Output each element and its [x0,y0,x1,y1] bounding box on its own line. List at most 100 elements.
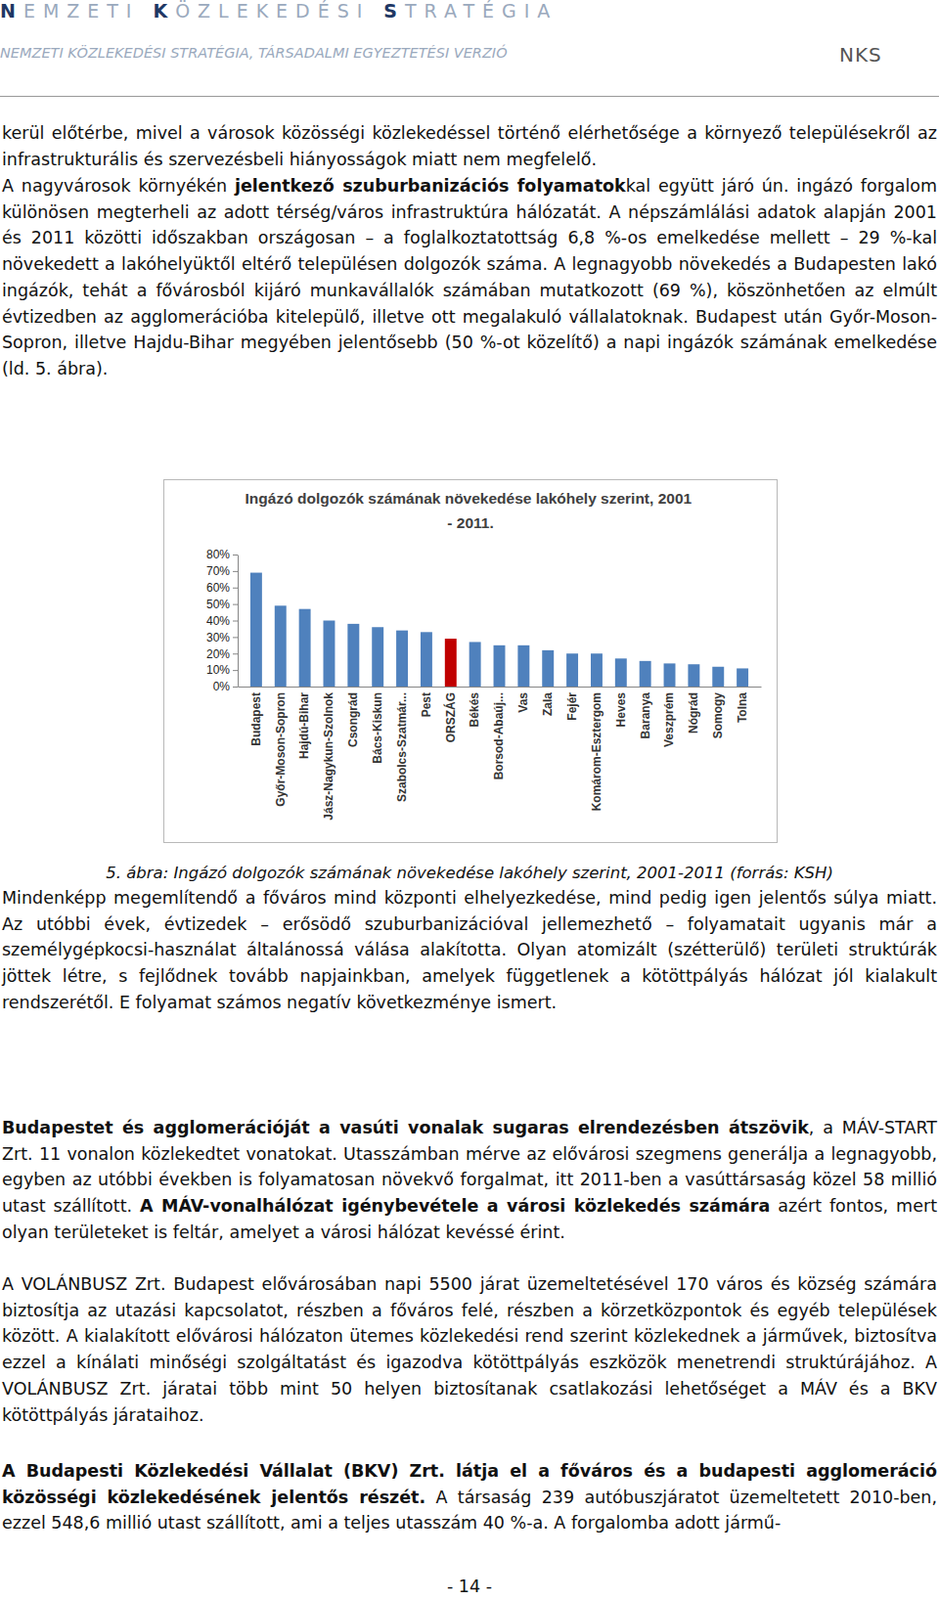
x-tick-label: Budapest [249,692,264,747]
chart: Ingázó dolgozók számának növekedése lakó… [164,480,777,843]
x-tick-label: Bács-Kiskun [370,692,385,764]
y-tick-mark [232,670,238,671]
paragraph: Mindenképp megemlítendő a főváros mind k… [1,885,938,1017]
x-tick: Nógrád [686,686,701,734]
x-tick-label: ORSZÁG [443,692,458,743]
bar [590,653,603,687]
x-tick-label: Csongrád [346,692,360,748]
x-tick-label: Borsod-Abaúj... [491,692,506,780]
x-axis-line [238,686,762,688]
paragraph: Budapestet és agglomerációját a vasúti v… [1,1115,938,1247]
x-tick: Veszprém [662,686,676,748]
bar [396,630,408,687]
y-tick: 10% [206,663,238,677]
bar [371,626,384,687]
y-axis: 0% 10%20% 30% 40% 50% 60% 70% 80% [206,547,239,694]
x-tick: Békés [467,686,482,727]
y-tick: 50% [206,597,238,612]
x-axis: Budapest Győr-Moson-Sopron Hajdú-Bihar Jász… [238,686,762,821]
bar [299,609,312,687]
bar [615,658,627,687]
y-tick-label: 40% [206,614,230,628]
y-tick-mark [232,686,238,688]
paragraph: A nagyvárosok környékén jelentkező szubu… [1,173,938,383]
x-tick-label: Baranya [638,692,653,740]
text-run: A nagyvárosok környékén [1,176,235,196]
chart-title: Ingázó dolgozók számának növekedése lakó… [245,490,697,532]
x-tick: Fejér [565,686,580,721]
x-tick-label: Békés [467,692,482,728]
paragraph: A Budapesti Közlekedési Vállalat (BKV) Z… [1,1458,938,1537]
x-tick-label: Heves [614,692,628,728]
x-tick: Borsod-Abaúj... [491,686,506,780]
text-run: A VOLÁNBUSZ Zrt. Budapest elővárosában n… [1,1274,938,1426]
bar [664,663,676,687]
bar [736,668,749,687]
y-tick-label: 60% [206,581,230,595]
x-tick: Jász-Nagykun-Szolnok [321,686,336,821]
bar [420,631,433,687]
x-tick-label: Zala [540,692,555,716]
x-tick-label: Pest [419,692,434,717]
caption: 5. ábra: Ingázó dolgozók számának növeke… [0,863,939,883]
text-run: jelentkező szuburbanizációs folyamatok [234,176,626,196]
chart-frame: Ingázó dolgozók számának növekedése lakó… [163,479,778,844]
y-tick-label: 20% [206,647,230,662]
bar [347,624,359,687]
x-tick: Vas [516,686,531,714]
y-tick-label: 30% [206,630,230,645]
paragraph: A VOLÁNBUSZ Zrt. Budapest elővárosában n… [1,1271,938,1429]
y-tick: 20% [206,647,238,662]
x-tick-label: Szabolcs-Szatmár... [395,692,409,803]
x-tick-label: Somogy [711,692,725,740]
text-run: Budapestet és agglomerációját a vasúti v… [1,1117,809,1138]
bar [639,661,652,687]
y-tick-mark [232,554,238,556]
x-tick-label: Nógrád [686,692,701,734]
y-tick-mark [232,636,238,638]
bar [712,667,724,687]
y-tick-mark [232,604,238,606]
bar [541,650,554,687]
bar [274,605,287,687]
text-run: Mindenképp megemlítendő a főváros mind k… [1,888,938,1013]
y-tick-mark [232,571,238,573]
x-tick: Heves [614,686,628,727]
y-tick-label: 10% [206,663,230,677]
y-axis-line [237,555,239,688]
y-tick-mark [232,621,238,623]
x-tick: Zala [540,686,555,716]
bar [445,638,457,687]
x-tick-label: Fejér [565,692,580,721]
x-tick: Baranya [638,686,653,739]
y-tick: 80% [206,547,238,562]
x-tick: Tolna [735,686,750,723]
bar [493,645,506,687]
y-tick: 0% [213,679,238,694]
bars [250,573,749,687]
text-run: kal együtt járó ún. ingázó forgalom külö… [1,176,938,379]
bar [566,653,579,687]
y-tick-label: 50% [206,597,230,612]
logo: NKS [839,43,883,67]
x-tick: Hajdú-Bihar [297,686,312,760]
y-tick-mark [232,653,238,655]
header-subtitle: NEMZETI KÖZLEKEDÉSI STRATÉGIA, TÁRSADALM… [0,44,508,61]
x-tick: Szabolcs-Szatmár... [395,686,409,803]
x-tick: Budapest [249,686,264,747]
y-tick: 30% [206,630,238,645]
paragraph: kerül előtérbe, mivel a városok közösség… [1,120,938,173]
page-number: - 14 - [0,1576,939,1597]
x-tick: Győr-Moson-Sopron [273,686,288,807]
x-tick-label: Vas [516,692,531,714]
x-tick-label: Győr-Moson-Sopron [273,692,288,807]
y-tick-label: 70% [206,564,230,579]
bar [323,621,336,688]
y-tick: 40% [206,614,238,628]
y-tick: 60% [206,581,238,595]
y-tick-mark [232,587,238,589]
x-tick: Bács-Kiskun [370,686,385,764]
y-tick: 70% [206,564,238,579]
x-tick-label: Hajdú-Bihar [297,692,312,760]
x-tick: ORSZÁG [443,686,458,743]
